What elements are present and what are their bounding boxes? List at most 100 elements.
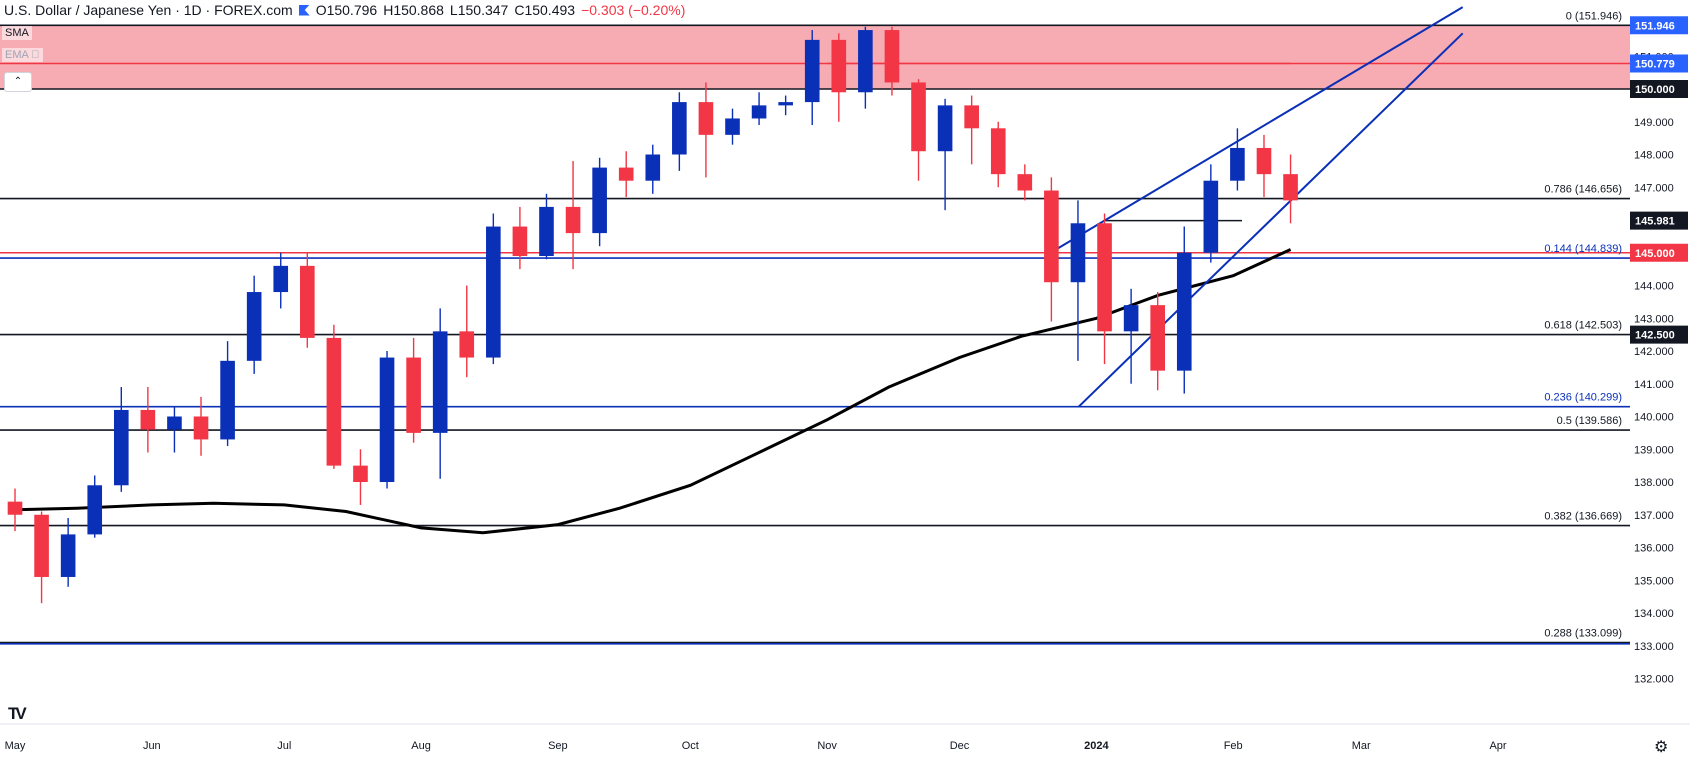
chevron-up-icon[interactable]: ⌃ <box>4 72 32 92</box>
price-badge-2 <box>1630 80 1688 98</box>
candle-body <box>432 331 448 433</box>
candle-body <box>778 102 793 106</box>
candle-body <box>937 105 953 152</box>
candle-body <box>34 514 49 577</box>
candle-body <box>725 118 740 135</box>
candle-body <box>486 226 501 358</box>
price-tick-label: 138.000 <box>1634 477 1674 489</box>
candle-body <box>831 39 847 93</box>
level-label-10: 0.288 (133.099) <box>1544 628 1622 640</box>
price-badge-text-0: 151.946 <box>1635 20 1675 32</box>
price-tick-label: 132.000 <box>1634 674 1674 686</box>
level-label-9: 0.382 (136.669) <box>1544 511 1622 523</box>
candle-body <box>592 167 607 234</box>
price-badge-text-3: 145.981 <box>1635 216 1675 228</box>
close-value: 150.493 <box>524 2 576 18</box>
candle-body <box>379 357 395 482</box>
low-value: 150.347 <box>457 2 509 18</box>
candle-body <box>1203 180 1219 253</box>
candle-body <box>273 265 289 293</box>
candle-body <box>858 30 873 93</box>
sma-indicator-label[interactable]: SMA <box>2 26 32 40</box>
candle-body <box>1256 147 1272 175</box>
open-value: 150.796 <box>326 2 378 18</box>
price-badge-text-1: 150.779 <box>1635 58 1675 70</box>
candle-body <box>353 465 368 482</box>
candle-body <box>884 30 900 83</box>
level-label-0: 0 (151.946) <box>1566 10 1622 22</box>
price-tick-label: 148.000 <box>1634 150 1674 162</box>
price-tick-label: 147.000 <box>1634 182 1674 194</box>
level-label-5: 0.144 (144.839) <box>1544 243 1622 255</box>
close-label: C <box>514 2 525 18</box>
level-label-3: 0.786 (146.656) <box>1544 184 1622 196</box>
time-tick-label: Jun <box>143 740 161 752</box>
low-label: L <box>449 2 458 18</box>
candle-body <box>1230 147 1245 181</box>
time-tick-label: Oct <box>682 740 699 752</box>
ema-indicator-label[interactable]: EMA ⃠ <box>2 48 43 62</box>
candle-body <box>565 206 581 234</box>
tradingview-logo-icon[interactable]: TV <box>8 704 27 723</box>
candle-body <box>326 337 342 466</box>
flag-icon[interactable] <box>298 4 310 16</box>
open-label: O <box>315 2 327 18</box>
candle-body <box>964 105 979 129</box>
sma-200-line <box>14 248 1292 535</box>
time-tick-label: Jul <box>277 740 291 752</box>
level-label-6: 0.618 (142.503) <box>1544 320 1622 332</box>
ema-label: EMA <box>5 49 29 61</box>
chart-header: U.S. Dollar / Japanese Yen · 1D · FOREX.… <box>4 2 685 18</box>
symbol-title[interactable]: U.S. Dollar / Japanese Yen · 1D · FOREX.… <box>4 2 293 18</box>
candle-body <box>167 416 182 430</box>
candle-body <box>512 226 528 257</box>
candle-body <box>1070 223 1086 283</box>
trend-line-0 <box>1047 6 1464 256</box>
candle-body <box>751 105 767 119</box>
candle-body <box>7 501 23 515</box>
price-badge-text-5: 142.500 <box>1635 330 1675 342</box>
settings-icon[interactable]: ⚙ <box>1654 739 1669 756</box>
price-tick-label: 144.000 <box>1634 281 1674 293</box>
candle-body <box>113 409 129 486</box>
candle-body <box>87 485 103 535</box>
candle-body <box>60 534 76 577</box>
level-label-8: 0.5 (139.586) <box>1557 415 1622 427</box>
candle-body <box>804 39 820 103</box>
candle-body <box>645 154 661 181</box>
candle-body <box>193 416 209 440</box>
time-tick-label: Nov <box>817 740 837 752</box>
time-tick-label: Sep <box>548 740 568 752</box>
level-label-7: 0.236 (140.299) <box>1544 392 1622 404</box>
change-value: −0.303 (−0.20%) <box>581 2 686 18</box>
high-label: H <box>383 2 394 18</box>
price-badge-text-2: 150.000 <box>1635 84 1675 96</box>
candle-body <box>672 102 687 155</box>
price-tick-label: 139.000 <box>1634 444 1674 456</box>
candle-body <box>911 82 926 152</box>
candle-body <box>1283 174 1298 201</box>
candle-body <box>539 206 554 257</box>
time-tick-label: Apr <box>1489 740 1506 752</box>
price-tick-label: 142.000 <box>1634 346 1674 358</box>
price-tick-label: 141.000 <box>1634 379 1674 391</box>
trend-line-1 <box>1078 32 1464 408</box>
price-badge-3 <box>1630 211 1688 230</box>
candle-body <box>1150 305 1165 371</box>
price-tick-label: 143.000 <box>1634 313 1674 325</box>
price-tick-label: 134.000 <box>1634 608 1674 620</box>
price-badge-text-4: 145.000 <box>1635 248 1675 260</box>
candle-body <box>698 102 714 135</box>
time-tick-label: Feb <box>1224 740 1243 752</box>
candle-body <box>1123 305 1139 332</box>
candle-body <box>1176 252 1192 371</box>
time-tick-label: Mar <box>1352 740 1371 752</box>
candle-body <box>246 292 262 361</box>
time-tick-label: Aug <box>411 740 431 752</box>
high-value: 150.868 <box>393 2 444 18</box>
candle-body <box>140 409 156 430</box>
candle-body <box>1097 223 1112 332</box>
price-tick-label: 133.000 <box>1634 641 1674 653</box>
candle-body <box>406 357 421 433</box>
